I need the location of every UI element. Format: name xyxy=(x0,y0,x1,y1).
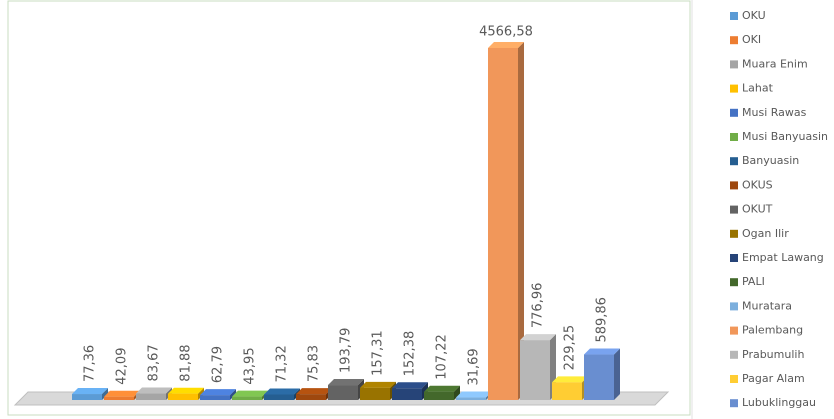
bar-top xyxy=(584,348,620,355)
value-label: 81,88 xyxy=(179,344,194,381)
plot-area xyxy=(7,0,691,416)
bar-side xyxy=(454,385,460,400)
legend-label: OKUS xyxy=(742,178,773,191)
legend-swatch xyxy=(730,254,738,262)
legend-label: Ogan Ilir xyxy=(742,227,789,240)
legend-swatch xyxy=(730,205,738,214)
legend-label: Empat Lawang xyxy=(742,251,824,264)
bar-top xyxy=(328,379,364,386)
bar-side xyxy=(230,389,236,400)
bar-top xyxy=(200,389,236,396)
legend-label: Palembang xyxy=(742,324,803,337)
legend-label: OKUT xyxy=(742,203,773,216)
bar xyxy=(136,393,166,400)
bar xyxy=(168,393,198,400)
value-label: 152,38 xyxy=(403,331,418,377)
legend-label: Lahat xyxy=(742,82,774,95)
bar-top xyxy=(520,334,556,341)
legend-swatch xyxy=(730,375,738,383)
bar-side xyxy=(518,42,524,400)
bar xyxy=(360,387,390,400)
legend-label: Pagar Alam xyxy=(742,372,805,385)
legend-label: OKU xyxy=(742,9,766,22)
legend-label: Prabumulih xyxy=(742,348,804,361)
legend-swatch xyxy=(730,399,738,408)
legend-label: Muratara xyxy=(742,299,792,312)
legend-swatch xyxy=(730,278,738,287)
bar-top xyxy=(456,391,492,398)
legend-label: PALI xyxy=(742,275,765,288)
legend-label: Banyuasin xyxy=(742,154,799,167)
bar xyxy=(424,391,454,400)
bar xyxy=(520,340,550,400)
bar xyxy=(328,385,358,400)
bar-top xyxy=(136,387,172,394)
legend-swatch xyxy=(730,302,738,311)
bar xyxy=(488,48,518,400)
bar-top xyxy=(104,390,140,397)
bar-top xyxy=(72,388,108,395)
value-label: 83,67 xyxy=(147,344,162,381)
bar-top xyxy=(392,382,428,389)
bar-top xyxy=(296,388,332,395)
bar xyxy=(200,395,230,400)
bar xyxy=(104,396,134,400)
bar-top xyxy=(424,385,460,392)
bar-side xyxy=(102,388,108,400)
legend-swatch xyxy=(730,350,738,359)
value-label: 776,96 xyxy=(531,283,546,329)
bar xyxy=(456,397,486,400)
value-label: 107,22 xyxy=(435,334,450,380)
legend-swatch xyxy=(730,157,738,166)
bar xyxy=(296,394,326,400)
legend-swatch xyxy=(730,36,738,45)
bar xyxy=(392,388,422,400)
bar-top xyxy=(168,387,204,394)
bar-side xyxy=(198,387,204,400)
value-label: 4566,58 xyxy=(479,25,533,40)
bar xyxy=(584,354,614,400)
value-label: 193,79 xyxy=(339,328,354,374)
legend-swatch xyxy=(730,84,738,93)
bar xyxy=(72,394,102,400)
value-label: 43,95 xyxy=(243,347,258,384)
value-label: 62,79 xyxy=(211,346,226,383)
bar-top xyxy=(488,42,524,48)
legend-swatch xyxy=(730,133,738,141)
legend-swatch xyxy=(730,60,738,69)
legend-swatch xyxy=(730,108,738,117)
bar-top xyxy=(232,390,268,397)
value-label: 31,69 xyxy=(467,348,482,385)
legend-swatch xyxy=(730,181,738,190)
legend-label: OKI xyxy=(742,33,761,46)
value-label: 229,25 xyxy=(563,325,578,371)
value-label: 77,36 xyxy=(83,345,98,382)
legend-label: Musi Banyuasin xyxy=(742,130,828,143)
legend-label: Lubuklinggau xyxy=(742,396,816,409)
bar-side xyxy=(614,348,620,400)
legend-swatch xyxy=(730,326,738,335)
bar xyxy=(552,382,582,400)
legend-swatch xyxy=(730,12,738,20)
bar xyxy=(232,396,262,400)
bar-top xyxy=(264,388,300,395)
legend-swatch xyxy=(730,229,738,238)
bar xyxy=(264,394,294,400)
legend-label: Muara Enim xyxy=(742,57,808,70)
value-label: 589,86 xyxy=(595,297,610,343)
value-label: 71,32 xyxy=(275,345,290,382)
bar-top xyxy=(360,381,396,388)
legend-label: Musi Rawas xyxy=(742,106,807,119)
value-label: 75,83 xyxy=(307,345,322,382)
value-label: 157,31 xyxy=(371,330,386,376)
bar-top xyxy=(552,376,588,383)
value-label: 42,09 xyxy=(115,348,130,385)
